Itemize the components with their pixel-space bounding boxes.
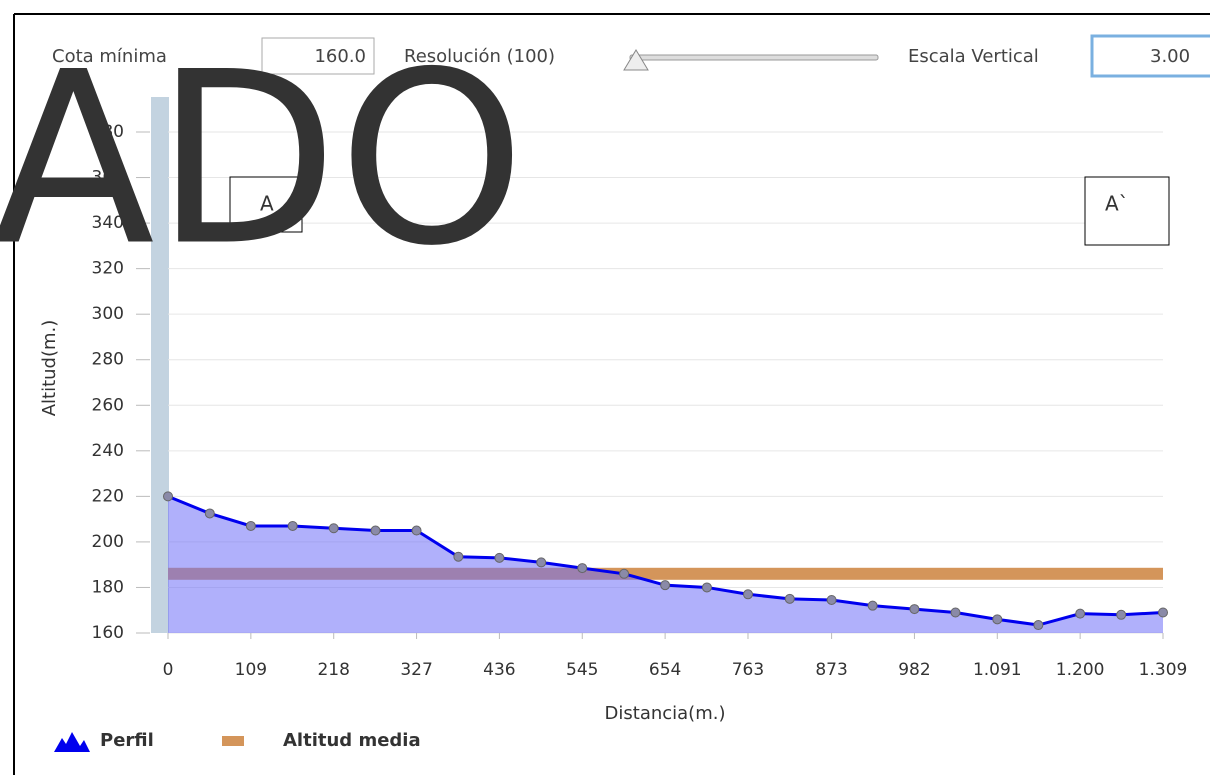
point	[1075, 608, 1086, 619]
point	[577, 563, 588, 574]
plot: 160 180 200 220 240 260 280 300 320 340 360 380 0 109…	[92, 122, 1188, 680]
point	[1116, 609, 1127, 620]
x-tick-label: 1.091	[973, 660, 1022, 680]
point	[660, 580, 671, 591]
legend-icon-perfil	[54, 732, 90, 752]
min-label: Cota mínima	[52, 46, 167, 67]
end-label: A`	[1105, 192, 1129, 216]
point	[494, 552, 505, 563]
y-tick-label: 160	[92, 623, 124, 643]
point	[784, 593, 795, 604]
point	[992, 614, 1003, 625]
point	[204, 508, 215, 519]
x-tick-label: 873	[815, 660, 847, 680]
point	[245, 520, 256, 531]
x-tick-label: 545	[566, 660, 598, 680]
label-box	[1084, 176, 1170, 246]
label-box	[229, 176, 303, 233]
y-tick-label: 180	[92, 577, 124, 597]
x-tick-label: 436	[483, 660, 515, 680]
start-label: A	[260, 192, 274, 216]
y-tick-label: 240	[92, 441, 124, 461]
y-tick-label: 320	[92, 259, 124, 279]
scale-label: Escala Vertical	[908, 46, 1039, 67]
point	[950, 607, 961, 618]
point	[826, 594, 837, 605]
y-axis-title: Altitud(m.)	[39, 320, 60, 417]
x-tick-label: 0	[163, 660, 174, 680]
y-tick-label: 340	[92, 213, 124, 233]
x-tick-label: 109	[235, 660, 267, 680]
point	[370, 525, 381, 536]
point	[411, 525, 422, 536]
point	[453, 551, 464, 562]
legend-label: Altitud media	[283, 730, 421, 751]
point	[1158, 607, 1168, 618]
y-tick-label: 220	[92, 486, 124, 506]
area	[168, 496, 1163, 633]
min-value: 160.0	[314, 46, 366, 67]
y-tick-label: 300	[92, 304, 124, 324]
scale-value: 3.00	[1150, 46, 1190, 67]
legend-swatch	[222, 736, 244, 746]
point	[1033, 620, 1044, 631]
scale-input[interactable]	[1090, 34, 1210, 78]
y-tick-label: 360	[92, 168, 124, 188]
point	[536, 557, 547, 568]
slider-track[interactable]	[629, 54, 879, 61]
point	[619, 568, 630, 579]
x-tick-label: 763	[732, 660, 764, 680]
point	[867, 600, 878, 611]
x-tick-label: 327	[400, 660, 432, 680]
y-tick-label: 280	[92, 350, 124, 370]
y-tick-label: 380	[92, 122, 124, 142]
watermark: ADO	[0, 22, 525, 299]
min-input[interactable]	[261, 37, 375, 75]
x-tick-label: 654	[649, 660, 681, 680]
x-tick-label: 218	[317, 660, 349, 680]
point	[287, 520, 298, 531]
legend-label: Perfil	[100, 730, 154, 751]
point	[742, 589, 753, 600]
x-tick-label: 1.309	[1139, 660, 1188, 680]
x-tick-label: 982	[898, 660, 930, 680]
x-axis-title: Distancia(m.)	[605, 703, 726, 724]
point	[701, 582, 712, 593]
slider-thumb[interactable]	[623, 49, 649, 71]
point	[163, 491, 173, 502]
point	[328, 523, 339, 534]
resolution-label: Resolución (100)	[404, 46, 555, 67]
y-tick-label: 200	[92, 532, 124, 552]
y-tick-label: 260	[92, 395, 124, 415]
x-tick-label: 1.200	[1056, 660, 1105, 680]
point	[909, 604, 920, 615]
